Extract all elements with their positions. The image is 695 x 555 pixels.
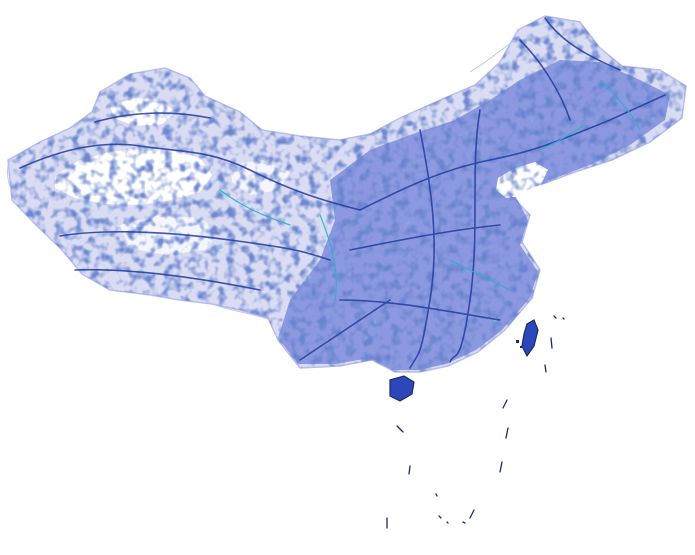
highways	[219, 79, 641, 301]
major-roads	[19, 17, 666, 369]
yellow-sea-gap	[540, 182, 575, 200]
outer-faint-roads	[6, 39, 516, 321]
south-china-sea-islands	[386, 315, 565, 529]
hainan-island	[389, 375, 415, 402]
taiwan-island	[521, 319, 539, 358]
penghu-islets	[516, 340, 522, 348]
